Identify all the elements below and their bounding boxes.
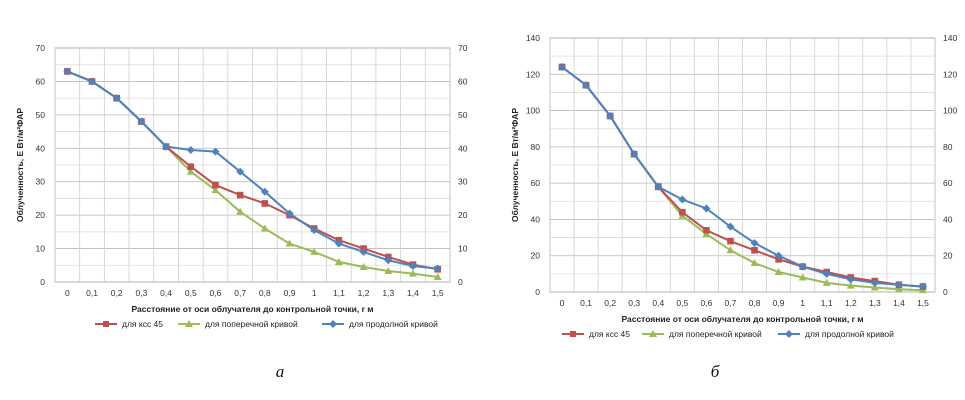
- x-axis-label: Расстояние от оси облучателя до контроль…: [131, 304, 373, 314]
- data-point: [262, 200, 269, 207]
- legend-label: для ксс 45: [122, 319, 163, 329]
- x-tick-label: 0,3: [135, 288, 147, 298]
- x-tick-label: 1,1: [821, 298, 833, 308]
- legend-label: для продолной кривой: [805, 329, 894, 339]
- y-tick-label-right: 10: [458, 244, 468, 254]
- y-tick-label-left: 140: [526, 33, 540, 43]
- x-tick-label: 1,1: [333, 288, 345, 298]
- chart-a: 0 0 10 10 20 20 30 30 40 40 50 50 60 60 70 70 0 0,1 0,2 0,3…: [15, 43, 468, 381]
- x-tick-label: 1,5: [917, 298, 929, 308]
- y-tick-label-right: 60: [943, 178, 953, 188]
- y-tick-label-right: 30: [458, 177, 468, 187]
- y-tick-label-left: 10: [36, 244, 46, 254]
- x-tick-label: 0,9: [773, 298, 785, 308]
- data-point: [703, 227, 710, 234]
- x-tick-label: 0,2: [604, 298, 616, 308]
- legend: для ксс 45 для поперечной кривой для продо…: [562, 329, 894, 339]
- legend-label: для ксс 45: [589, 329, 630, 339]
- y-tick-label-right: 40: [943, 214, 953, 224]
- data-point: [727, 238, 734, 245]
- y-tick-label-left: 0: [535, 287, 540, 297]
- x-tick-label: 0: [560, 298, 565, 308]
- data-point: [679, 209, 686, 216]
- x-tick-label: 0,7: [234, 288, 246, 298]
- x-tick-label: 0,8: [749, 298, 761, 308]
- legend-label: для поперечной кривой: [669, 329, 762, 339]
- data-point: [187, 163, 194, 170]
- y-tick-label-left: 40: [36, 143, 46, 153]
- x-tick-label: 0,6: [210, 288, 222, 298]
- y-tick-label-left: 20: [36, 210, 46, 220]
- legend-label: для поперечной кривой: [205, 319, 298, 329]
- y-tick-label-right: 20: [458, 210, 468, 220]
- y-tick-label-left: 60: [36, 76, 46, 86]
- x-tick-label: 0,7: [725, 298, 737, 308]
- chart-b: 0 0 20 20 40 40 60 60 80 80 100 100 120 120 140 140 0 0,1…: [510, 33, 957, 381]
- x-tick-label: 1: [312, 288, 317, 298]
- y-tick-label-left: 30: [36, 177, 46, 187]
- y-tick-label-right: 60: [458, 76, 468, 86]
- x-tick-label: 0,4: [160, 288, 172, 298]
- y-tick-label-right: 20: [943, 251, 953, 261]
- x-tick-label: 0,1: [86, 288, 98, 298]
- y-tick-label-right: 50: [458, 110, 468, 120]
- x-tick-label: 0,8: [259, 288, 271, 298]
- y-tick-label-left: 120: [526, 69, 540, 79]
- x-tick-label: 0,9: [284, 288, 296, 298]
- x-tick-label: 0,1: [580, 298, 592, 308]
- y-tick-label-right: 80: [943, 142, 953, 152]
- y-tick-label-left: 40: [531, 214, 541, 224]
- y-tick-label-left: 20: [531, 251, 541, 261]
- y-tick-label-left: 70: [36, 43, 46, 53]
- y-tick-label-left: 60: [531, 178, 541, 188]
- y-tick-label-right: 120: [943, 69, 957, 79]
- y-tick-label-right: 100: [943, 106, 957, 116]
- x-tick-label: 1,5: [432, 288, 444, 298]
- x-tick-label: 1,2: [845, 298, 857, 308]
- x-tick-label: 0,5: [185, 288, 197, 298]
- y-tick-label-right: 0: [943, 287, 948, 297]
- figure-caption: б: [711, 362, 720, 381]
- y-axis-label: Облученность, Е Вт/м²ФАР: [510, 108, 520, 222]
- figure-caption: а: [276, 362, 285, 381]
- y-tick-label-right: 0: [458, 277, 463, 287]
- x-tick-label: 0,5: [676, 298, 688, 308]
- y-tick-label-right: 70: [458, 43, 468, 53]
- x-tick-label: 0,4: [652, 298, 664, 308]
- y-tick-label-left: 80: [531, 142, 541, 152]
- x-tick-label: 0,2: [111, 288, 123, 298]
- data-point: [212, 182, 219, 189]
- y-tick-label-right: 140: [943, 33, 957, 43]
- legend-marker: [329, 320, 337, 328]
- x-tick-label: 0,3: [628, 298, 640, 308]
- x-tick-label: 0: [65, 288, 70, 298]
- y-axis-label: Облученность, Е Вт/м²ФАР: [15, 108, 25, 222]
- x-tick-label: 1,2: [358, 288, 370, 298]
- legend-marker: [785, 330, 793, 338]
- x-tick-label: 1,3: [382, 288, 394, 298]
- y-tick-label-left: 100: [526, 106, 540, 116]
- data-point: [751, 247, 758, 254]
- data-point: [237, 192, 244, 199]
- x-tick-label: 1,3: [869, 298, 881, 308]
- legend: для ксс 45 для поперечной кривой для продо…: [95, 319, 438, 329]
- x-axis-label: Расстояние от оси облучателя до контроль…: [621, 314, 863, 324]
- legend-marker: [570, 331, 576, 337]
- y-tick-label-left: 50: [36, 110, 46, 120]
- y-tick-label-right: 40: [458, 143, 468, 153]
- legend-marker: [103, 321, 109, 327]
- x-tick-label: 1,4: [893, 298, 905, 308]
- legend-label: для продолной кривой: [349, 319, 438, 329]
- x-tick-label: 0,6: [700, 298, 712, 308]
- x-tick-label: 1: [800, 298, 805, 308]
- x-tick-label: 1,4: [407, 288, 419, 298]
- y-tick-label-left: 0: [40, 277, 45, 287]
